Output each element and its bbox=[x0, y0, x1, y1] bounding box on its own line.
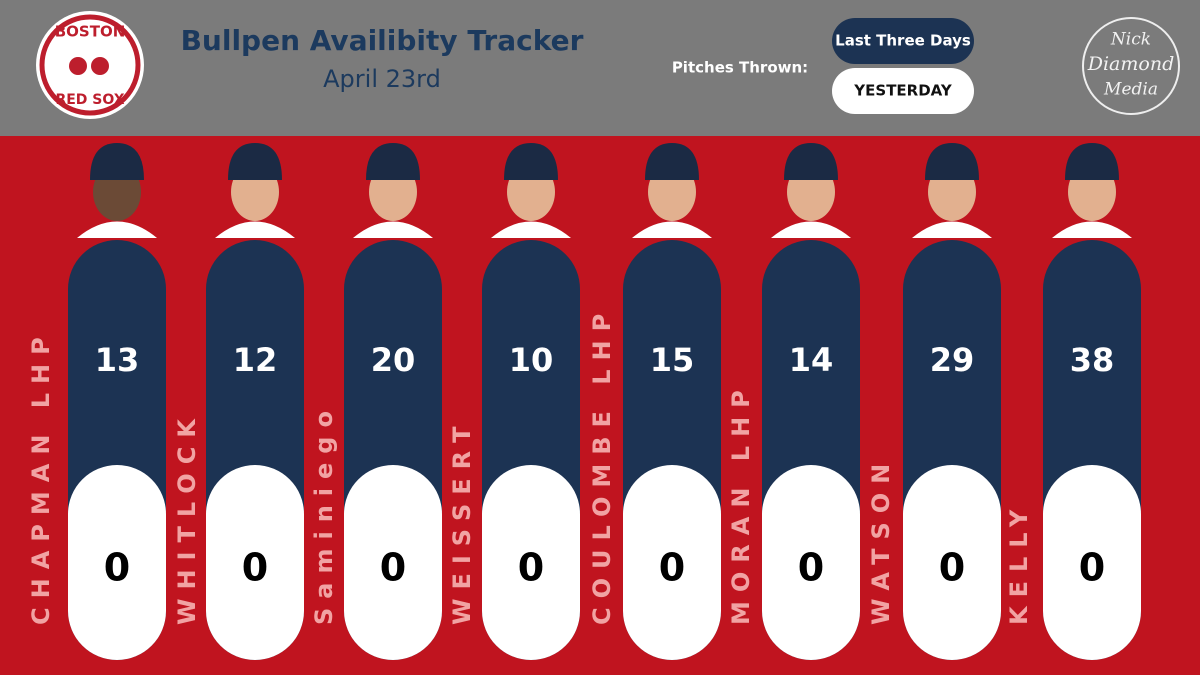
pill-bottom bbox=[482, 465, 580, 660]
jersey bbox=[215, 221, 295, 238]
player-name: COULOMBE LHP bbox=[588, 305, 616, 625]
pitches-three-days: 20 bbox=[371, 341, 416, 379]
cap bbox=[645, 143, 699, 180]
legend-pill bbox=[832, 18, 974, 64]
jersey bbox=[632, 221, 712, 238]
logo-bottom: RED SOX bbox=[55, 92, 124, 108]
watermark: Nick bbox=[1110, 30, 1151, 50]
watermark: Media bbox=[1103, 80, 1158, 100]
legend-label: Pitches Thrown: bbox=[672, 59, 808, 77]
sock bbox=[91, 57, 109, 75]
pitches-yesterday: 0 bbox=[939, 546, 965, 590]
player-name: WATSON bbox=[867, 455, 895, 625]
date: April 23rd bbox=[323, 65, 441, 93]
pill-bottom bbox=[762, 465, 860, 660]
sock bbox=[69, 57, 87, 75]
pitches-yesterday: 0 bbox=[1079, 546, 1105, 590]
pitches-three-days: 15 bbox=[650, 341, 695, 379]
player-name: KELLY bbox=[1005, 501, 1033, 625]
pill-bottom bbox=[344, 465, 442, 660]
player-name: CHAPMAN LHP bbox=[27, 328, 55, 625]
cap bbox=[366, 143, 420, 180]
pitches-yesterday: 0 bbox=[242, 546, 268, 590]
pitches-yesterday: 0 bbox=[659, 546, 685, 590]
player-name: MORAN LHP bbox=[727, 381, 755, 625]
watermark-ring bbox=[1082, 17, 1180, 115]
cap bbox=[925, 143, 979, 180]
cap bbox=[1065, 143, 1119, 180]
pill-bottom bbox=[68, 465, 166, 660]
pill-bottom bbox=[1043, 465, 1141, 660]
jersey bbox=[912, 221, 992, 238]
watermark: Diamond bbox=[1087, 53, 1175, 75]
player-name: WEISSERT bbox=[448, 418, 476, 625]
pitches-yesterday: 0 bbox=[798, 546, 824, 590]
header-bar bbox=[0, 0, 1200, 136]
player-name: Saminiego bbox=[310, 402, 338, 625]
pill-bottom bbox=[903, 465, 1001, 660]
player-name: WHITLOCK bbox=[173, 410, 201, 625]
cap bbox=[228, 143, 282, 180]
cap bbox=[90, 143, 144, 180]
pitches-three-days: 13 bbox=[95, 341, 140, 379]
title: Bullpen Availibity Tracker bbox=[181, 24, 584, 57]
pitches-yesterday: 0 bbox=[518, 546, 544, 590]
logo bbox=[39, 14, 141, 116]
logo-top: BOSTON bbox=[55, 23, 126, 41]
pitches-three-days: 14 bbox=[789, 341, 834, 379]
legend-item: YESTERDAY bbox=[853, 82, 953, 100]
pitches-three-days: 38 bbox=[1070, 341, 1115, 379]
pitches-yesterday: 0 bbox=[380, 546, 406, 590]
jersey bbox=[491, 221, 571, 238]
jersey bbox=[771, 221, 851, 238]
legend-pill bbox=[832, 68, 974, 114]
pitches-three-days: 29 bbox=[930, 341, 975, 379]
pitches-three-days: 10 bbox=[509, 341, 554, 379]
pitches-yesterday: 0 bbox=[104, 546, 130, 590]
jersey bbox=[353, 221, 433, 238]
pill-bottom bbox=[206, 465, 304, 660]
pitches-three-days: 12 bbox=[233, 341, 278, 379]
cap bbox=[504, 143, 558, 180]
pill-bottom bbox=[623, 465, 721, 660]
jersey bbox=[77, 221, 157, 238]
jersey bbox=[1052, 221, 1132, 238]
cap bbox=[784, 143, 838, 180]
legend-item: Last Three Days bbox=[835, 32, 971, 50]
